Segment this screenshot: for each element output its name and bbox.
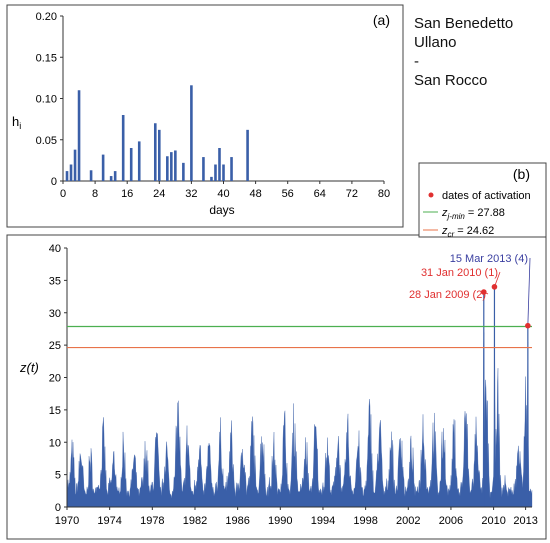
panel-a-bar [113,171,117,181]
panel-a-bar [69,164,73,181]
panel-b-xtick-label: 1974 [97,515,121,527]
panel-b-annotation-label: 28 Jan 2009 (2) [409,289,486,301]
panel-a-tag: (a) [373,12,390,28]
panel-b-legend [418,162,547,238]
panel-a-ytick-label: 0.20 [36,11,57,23]
panel-a-bar [73,149,77,181]
panel-a-bar [121,115,125,181]
panel-b-xtick-label: 1990 [268,515,292,527]
panel-a: 0 0.05 0.10 0.15 0.20 0 8 16 24 32 40 48 56 64 72 80 [36,11,391,200]
panel-b-xtick-label: 1970 [55,515,79,527]
panel-a-xtick-label: 48 [249,188,261,200]
site-name-line-3: - [414,53,419,70]
panel-a-bar [210,176,213,181]
panel-a-bar [222,164,225,181]
site-name-line-2: Ullano [414,34,457,51]
panel-a-bar [190,85,193,181]
panel-b-xtick-label: 1986 [225,515,249,527]
panel-b-ytick-label: 15 [49,405,61,417]
panel-b-xtick-label: 1982 [183,515,207,527]
legend-activation-marker [428,192,434,198]
panel-b-activation-point [491,284,498,290]
panel-b-tag: (b) [513,166,530,182]
panel-a-bar [77,90,81,181]
panel-b-xtick-label: 2002 [396,515,420,527]
panel-a-bar [166,156,169,181]
panel-b-annotation-label: 31 Jan 2010 (1) [421,267,498,279]
legend-activation-label: dates of activation [442,190,531,202]
panel-a-bar [230,157,233,181]
panel-b-xtick-label: 1978 [140,515,164,527]
panel-b-xtick-label: 2006 [439,515,463,527]
panel-a-xtick-label: 0 [60,188,66,200]
panel-b-ytick-label: 5 [55,470,61,482]
panel-a-bar [129,148,133,181]
panel-b-ytick-label: 10 [49,437,61,449]
panel-a-xtick-label: 40 [217,188,229,200]
panel-a-bar [246,129,249,181]
panel-b-xtick-label: 2013 [513,515,537,527]
panel-a-bar [214,164,217,181]
site-name-line-1: San Benedetto [414,15,514,32]
panel-a-ytick-label: 0 [51,176,57,188]
legend-zjmin-label: zj-min = 27.88 [441,207,505,221]
panel-a-ytick-label: 0.15 [36,52,57,64]
panel-b-xtick-label: 1998 [353,515,377,527]
panel-a-bar [182,162,185,181]
panel-a-bar [158,129,161,181]
panel-a-xlabel: days [209,203,234,217]
panel-a-bar [101,154,105,181]
panel-b-activation-point [525,322,531,329]
panel-b-ytick-label: 20 [49,373,61,385]
panel-a-xtick-label: 56 [282,188,294,200]
panel-a-frame [6,4,404,228]
panel-a-xtick-label: 8 [92,188,98,200]
panel-a-bar [153,123,157,181]
panel-a-xtick-label: 80 [378,188,390,200]
panel-b-annotation-label: 15 Mar 2013 (4) [450,253,528,265]
panel-a-ytick-label: 0.10 [36,94,57,106]
panel-b-ylabel: z(t) [19,360,39,375]
panel-a-bar [89,170,93,181]
site-name-line-4: San Rocco [414,72,488,89]
panel-b-xtick-label: 1994 [311,515,335,527]
panel-a-bar [218,148,221,181]
panel-b-series-area [66,317,533,508]
panel-b-annotation-leader [527,257,531,326]
panel-a-bar [109,176,113,181]
panel-a-ylabel: hi [12,114,21,131]
panel-b-frame [6,234,547,540]
panel-b-ytick-label: 40 [49,243,61,255]
panel-a-xtick-label: 72 [346,188,358,200]
panel-a-xtick-label: 16 [121,188,133,200]
panel-b-xtick-label: 2010 [481,515,505,527]
panel-a-bar [65,171,69,181]
panel-a-ytick-label: 0.05 [36,135,57,147]
panel-a-bar [174,150,177,181]
panel-b-ytick-label: 0 [55,502,61,514]
panel-a-bar [170,152,173,181]
legend-zcr-label: zcr = 24.62 [441,225,494,239]
panel-a-xtick-label: 64 [314,188,326,200]
panel-a-xtick-label: 24 [153,188,165,200]
panel-b-ytick-label: 30 [49,308,61,320]
panel-b-activation-point [480,289,487,295]
panel-a-xtick-label: 32 [185,188,197,200]
panel-b: 0 5 10 15 20 25 30 35 40 1970 1974 1978 1982 1986 1990… [49,243,538,527]
panel-b-ytick-label: 25 [49,340,61,352]
panel-a-bar [137,141,141,181]
panel-b-ytick-label: 35 [49,275,61,287]
panel-a-bar [202,157,205,181]
